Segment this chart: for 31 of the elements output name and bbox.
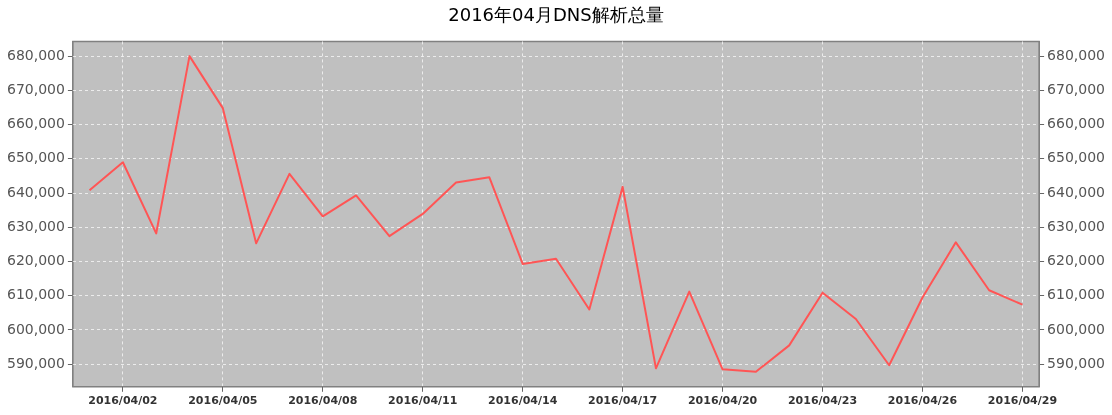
- y-tick-label: 610,000: [6, 286, 65, 303]
- y2-tick-label: 620,000: [1047, 252, 1106, 269]
- x-tick-label: 2016/04/20: [687, 394, 758, 408]
- y2-tick-label: 680,000: [1047, 46, 1106, 63]
- y-tick-label: 670,000: [6, 80, 65, 97]
- y-tick-label: 680,000: [6, 46, 65, 63]
- y-tick-label: 660,000: [6, 115, 65, 132]
- y2-tick-label: 660,000: [1047, 115, 1106, 132]
- y2-tick-label: 670,000: [1047, 80, 1106, 97]
- x-tick-label: 2016/04/02: [88, 394, 158, 408]
- y2-tick-label: 610,000: [1047, 286, 1106, 303]
- y-tick-label: 600,000: [6, 320, 65, 337]
- y2-tick-label: 630,000: [1047, 217, 1106, 234]
- x-tick-label: 2016/04/29: [987, 394, 1058, 408]
- x-tick-label: 2016/04/05: [188, 394, 258, 408]
- x-tick-label: 2016/04/26: [887, 394, 958, 408]
- y2-tick-label: 590,000: [1047, 354, 1106, 371]
- y-tick-label: 620,000: [6, 252, 65, 269]
- y-tick-label: 640,000: [6, 183, 65, 200]
- x-tick-label: 2016/04/11: [388, 394, 458, 408]
- y-tick-label: 650,000: [6, 149, 65, 166]
- y2-tick-label: 600,000: [1047, 320, 1106, 337]
- y2-tick-label: 640,000: [1047, 183, 1106, 200]
- y-tick-label: 590,000: [6, 354, 65, 371]
- x-tick-label: 2016/04/14: [488, 394, 558, 408]
- x-tick-label: 2016/04/08: [288, 394, 358, 408]
- x-tick-label: 2016/04/17: [588, 394, 658, 408]
- y2-tick-label: 650,000: [1047, 149, 1106, 166]
- y-tick-label: 630,000: [6, 217, 65, 234]
- chart-title: 2016年04月DNS解析总量: [447, 3, 665, 27]
- x-tick-label: 2016/04/23: [787, 394, 858, 408]
